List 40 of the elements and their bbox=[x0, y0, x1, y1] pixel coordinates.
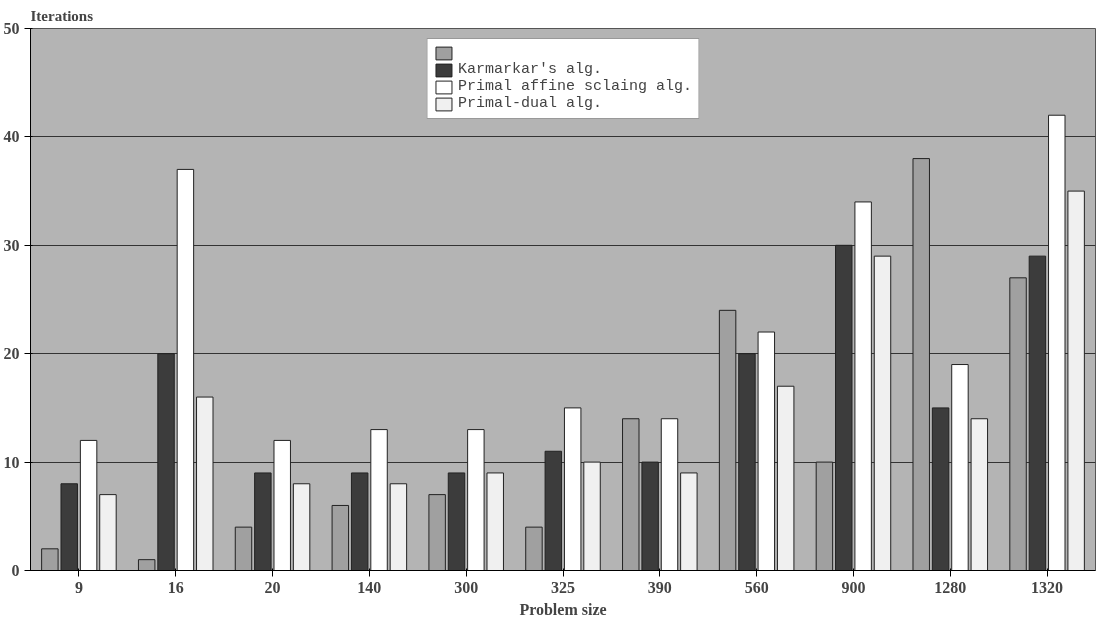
x-tick-label: 1280 bbox=[934, 578, 967, 596]
x-tick-label: 390 bbox=[647, 578, 672, 596]
bar bbox=[79, 439, 98, 571]
y-axis-title: Iterations bbox=[30, 7, 94, 24]
bar bbox=[428, 494, 446, 571]
bar bbox=[331, 504, 350, 571]
x-tick-label: 140 bbox=[357, 578, 382, 596]
x-tick-label: 16 bbox=[167, 578, 184, 596]
x-tick-label: 325 bbox=[551, 578, 575, 596]
bar bbox=[680, 472, 698, 571]
x-tick-label: 300 bbox=[454, 578, 479, 596]
x-tick-label: 9 bbox=[74, 578, 83, 596]
bar bbox=[718, 309, 737, 571]
y-tick-label: 50 bbox=[3, 20, 20, 37]
bar bbox=[815, 461, 834, 571]
x-tick-label: 20 bbox=[264, 578, 281, 596]
bar bbox=[292, 483, 311, 571]
bar bbox=[447, 472, 466, 571]
y-tick-label: 20 bbox=[3, 345, 20, 363]
y-tick-label: 0 bbox=[11, 562, 20, 579]
bar bbox=[912, 158, 930, 571]
legend-label: Primal-dual alg. bbox=[457, 95, 603, 112]
bar bbox=[196, 396, 214, 571]
y-tick-label: 10 bbox=[3, 453, 20, 471]
bar bbox=[99, 494, 117, 571]
y-tick-label: 30 bbox=[3, 236, 20, 254]
bar bbox=[776, 385, 795, 571]
bar bbox=[176, 168, 195, 571]
bar bbox=[389, 483, 408, 571]
x-tick-label: 900 bbox=[841, 578, 866, 596]
bar bbox=[1009, 277, 1027, 571]
bar bbox=[660, 418, 679, 571]
y-tick-label: 40 bbox=[3, 128, 20, 146]
bar bbox=[873, 255, 892, 571]
legend-label: Karmarkar's alg. bbox=[457, 61, 603, 78]
x-tick-label: 1320 bbox=[1031, 578, 1064, 596]
bar bbox=[234, 526, 253, 571]
x-axis-title: Problem size bbox=[519, 600, 607, 618]
legend-label: Primal affine sclaing alg. bbox=[457, 78, 693, 95]
x-tick-label: 560 bbox=[744, 578, 769, 596]
